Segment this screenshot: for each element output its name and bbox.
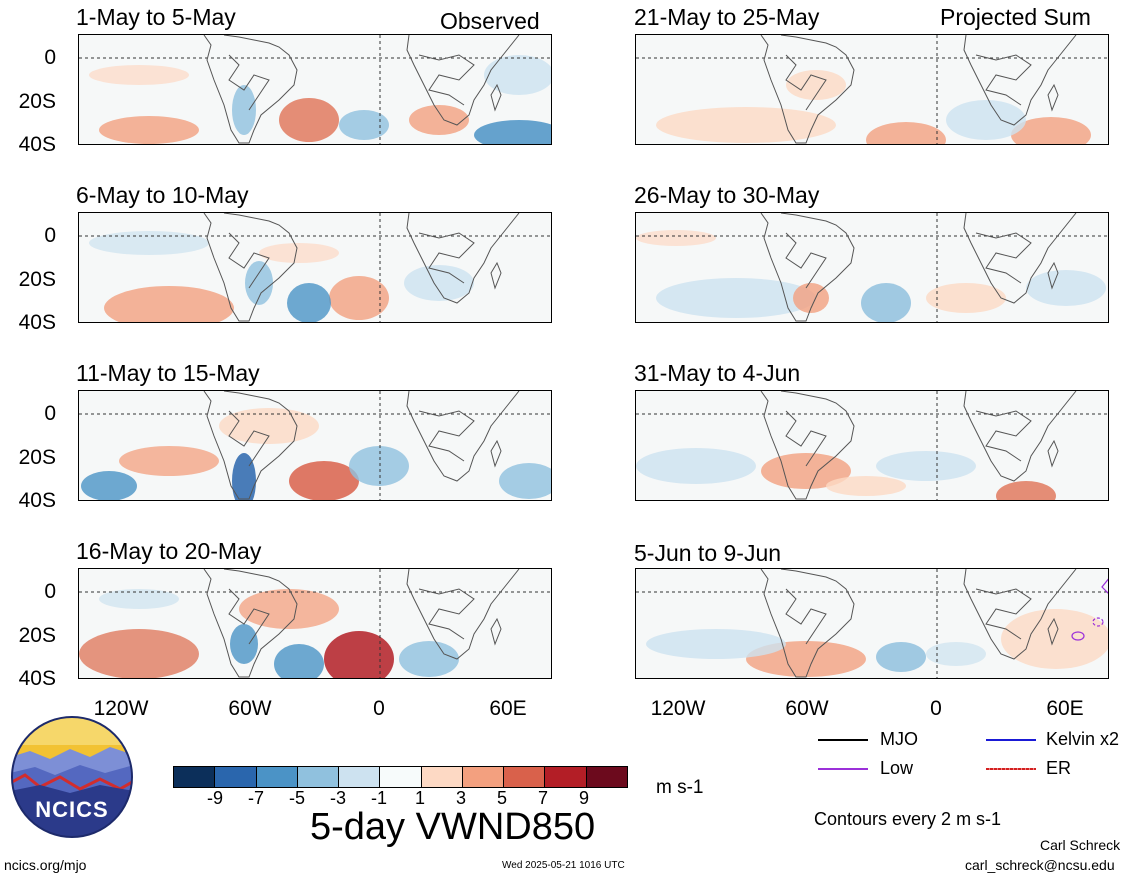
- panel-title: 11-May to 15-May: [76, 360, 260, 386]
- colorbar-bin: [586, 767, 627, 787]
- colorbar-strip: [173, 766, 628, 788]
- map-panel: [78, 212, 552, 323]
- panel-title: 26-May to 30-May: [634, 182, 820, 208]
- x-tick: 120W: [650, 697, 706, 720]
- y-tick: 20S: [18, 446, 56, 469]
- colorbar-tick: -7: [247, 788, 264, 808]
- colorbar-bin: [545, 767, 587, 787]
- x-tick: 60E: [1046, 697, 1084, 720]
- logo-text: NCICS: [35, 797, 109, 822]
- panel-title: 16-May to 20-May: [76, 538, 262, 564]
- colorbar-tick: -3: [329, 788, 346, 808]
- colorbar-bin: [421, 767, 463, 787]
- map-panel: [78, 568, 552, 679]
- legend-label: ER: [1046, 758, 1072, 778]
- x-tick: 60W: [228, 697, 272, 720]
- legend-line-kelvin: [986, 739, 1036, 741]
- x-tick: 0: [373, 697, 385, 720]
- y-tick: 40S: [18, 311, 56, 334]
- colorbar-bin: [504, 767, 546, 787]
- footer-email: carl_schreck@ncsu.edu: [965, 857, 1115, 873]
- colorbar-bin: [462, 767, 505, 787]
- colorbar-bin: [256, 767, 298, 787]
- colorbar-tick: 5: [496, 788, 507, 808]
- footer-timestamp: Wed 2025-05-21 1016 UTC: [502, 860, 625, 871]
- y-tick: 40S: [18, 489, 56, 512]
- x-tick: 60E: [489, 697, 527, 720]
- map-panel: [635, 34, 1109, 145]
- panel-title: 6-May to 10-May: [76, 182, 249, 208]
- map-panel: [635, 212, 1109, 323]
- y-tick: 0: [44, 402, 56, 425]
- colorbar-tick: 9: [578, 788, 589, 808]
- ncics-logo: NCICS: [10, 715, 134, 839]
- footer-author: Carl Schreck: [1040, 837, 1121, 853]
- y-tick: 40S: [18, 133, 56, 156]
- colorbar-tick: -1: [370, 788, 387, 808]
- panel-title: 31-May to 4-Jun: [634, 360, 801, 386]
- legend-line-er: [986, 768, 1036, 770]
- colorbar-tick: 7: [537, 788, 548, 808]
- contour-note: Contours every 2 m s-1: [814, 809, 1002, 829]
- y-tick: 0: [44, 46, 56, 69]
- colorbar-bin: [174, 767, 216, 787]
- panel-title: 21-May to 25-May: [634, 4, 820, 30]
- map-panel: [635, 568, 1109, 679]
- legend-line-mjo: [818, 739, 868, 741]
- footer-url: ncics.org/mjo: [4, 857, 87, 873]
- map-panel: [78, 34, 552, 145]
- legend-label: MJO: [880, 729, 918, 749]
- colorbar-bin: [339, 767, 381, 787]
- y-tick: 20S: [18, 268, 56, 291]
- y-tick: 0: [44, 580, 56, 603]
- legend-line-low: [818, 768, 868, 770]
- colorbar-bin: [297, 767, 340, 787]
- y-tick: 0: [44, 224, 56, 247]
- panel-title: 1-May to 5-May: [76, 4, 236, 30]
- main-title: 5-day VWND850: [310, 806, 596, 848]
- colorbar-bin: [380, 767, 422, 787]
- x-tick: 60W: [785, 697, 829, 720]
- colorbar-tick: -5: [288, 788, 305, 808]
- panel-title: 5-Jun to 9-Jun: [634, 540, 782, 566]
- colorbar-tick: 1: [414, 788, 425, 808]
- colorbar-units: m s-1: [656, 777, 704, 798]
- x-tick: 120W: [93, 697, 149, 720]
- map-panel: [78, 390, 552, 501]
- legend-label: Kelvin x2: [1046, 729, 1120, 749]
- observed-label: Observed: [440, 8, 540, 34]
- colorbar-bin: [215, 767, 257, 787]
- x-tick: 0: [930, 697, 942, 720]
- y-tick: 20S: [18, 90, 56, 113]
- projected-label: Projected Sum: [940, 4, 1091, 30]
- legend-label: Low: [880, 758, 914, 778]
- colorbar-tick: 3: [455, 788, 466, 808]
- colorbar-tick: -9: [206, 788, 223, 808]
- y-tick: 40S: [18, 667, 56, 690]
- y-tick: 20S: [18, 624, 56, 647]
- map-panel: [635, 390, 1109, 501]
